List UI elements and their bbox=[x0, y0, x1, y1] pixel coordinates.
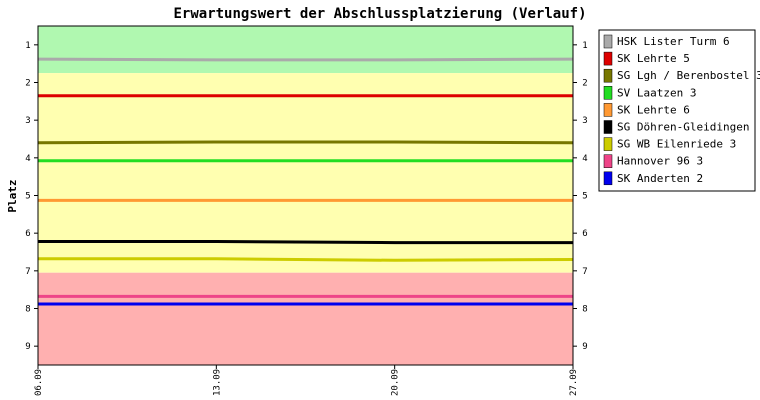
y-tick-label-left-9: 9 bbox=[25, 342, 30, 352]
legend-label-5: SK Lehrte 6 bbox=[617, 103, 690, 116]
y-tick-label-left-1: 1 bbox=[25, 41, 30, 51]
x-tick-label-4: 27.09 bbox=[569, 369, 579, 396]
y-axis: 1 1 2 2 3 3 4 4 5 5 6 6 7 7 8 8 9 9 bbox=[25, 41, 587, 352]
y-tick-label-left-6: 6 bbox=[25, 229, 30, 239]
x-tick-label-3: 20.09 bbox=[391, 369, 401, 396]
y-tick-label-right-5: 5 bbox=[582, 192, 587, 202]
zone-3 bbox=[38, 272, 573, 365]
y-tick-label-left-7: 7 bbox=[25, 267, 30, 277]
series-line-1 bbox=[37, 57, 574, 62]
legend: HSK Lister Turm 6 SK Lehrte 5 SG Lgh / Ber… bbox=[598, 29, 760, 192]
background-zones bbox=[38, 26, 573, 365]
legend-label-2: SK Lehrte 5 bbox=[617, 52, 690, 65]
series-line-7 bbox=[38, 257, 574, 262]
y-tick-label-left-4: 4 bbox=[25, 154, 30, 164]
legend-swatch-4 bbox=[603, 86, 613, 100]
y-tick-label-right-6: 6 bbox=[582, 229, 587, 239]
legend-swatch-7 bbox=[603, 137, 613, 151]
legend-swatch-2 bbox=[603, 51, 613, 66]
legend-swatch-3 bbox=[603, 68, 613, 83]
legend-box bbox=[598, 29, 756, 192]
legend-swatch-8 bbox=[603, 154, 613, 168]
y-tick-label-right-1: 1 bbox=[582, 41, 587, 51]
legend-swatch-9 bbox=[603, 171, 613, 186]
zone-1 bbox=[38, 26, 573, 74]
series-line-3 bbox=[37, 140, 574, 145]
series-lines bbox=[37, 57, 574, 306]
legend-label-7: SG WB Eilenriede 3 bbox=[617, 138, 736, 151]
legend-label-6: SG Döhren-Gleidingen bbox=[617, 121, 749, 134]
legend-label-1: HSK Lister Turm 6 bbox=[617, 35, 730, 48]
legend-label-9: SK Anderten 2 bbox=[617, 172, 703, 185]
x-tick-label-2: 13.09 bbox=[212, 369, 222, 396]
y-axis-label: Platz bbox=[6, 179, 19, 212]
y-tick-label-right-4: 4 bbox=[582, 154, 587, 164]
x-tick-label-1: 06.09 bbox=[34, 369, 44, 396]
legend-label-4: SV Laatzen 3 bbox=[617, 86, 696, 99]
legend-swatch-1 bbox=[603, 34, 613, 49]
y-tick-label-left-3: 3 bbox=[25, 116, 30, 126]
y-tick-label-left-2: 2 bbox=[25, 79, 30, 89]
series-line-6 bbox=[38, 240, 573, 245]
legend-label-8: Hannover 96 3 bbox=[617, 155, 703, 168]
y-tick-label-right-8: 8 bbox=[582, 305, 587, 315]
y-tick-label-left-8: 8 bbox=[25, 305, 30, 315]
x-axis: 06.09 13.09 20.09 27.09 bbox=[34, 365, 579, 396]
legend-label-3: SG Lgh / Berenbostel 3 bbox=[617, 69, 760, 82]
y-tick-label-right-7: 7 bbox=[582, 267, 587, 277]
y-tick-label-right-3: 3 bbox=[582, 116, 587, 126]
y-tick-label-right-9: 9 bbox=[582, 342, 587, 352]
chart-title: Erwartungswert der Abschlussplatzierung … bbox=[173, 6, 586, 22]
y-tick-label-left-5: 5 bbox=[25, 192, 30, 202]
legend-swatch-5 bbox=[603, 103, 613, 117]
zone-2 bbox=[38, 73, 573, 273]
y-tick-label-right-2: 2 bbox=[582, 79, 587, 89]
legend-swatch-6 bbox=[603, 120, 613, 134]
